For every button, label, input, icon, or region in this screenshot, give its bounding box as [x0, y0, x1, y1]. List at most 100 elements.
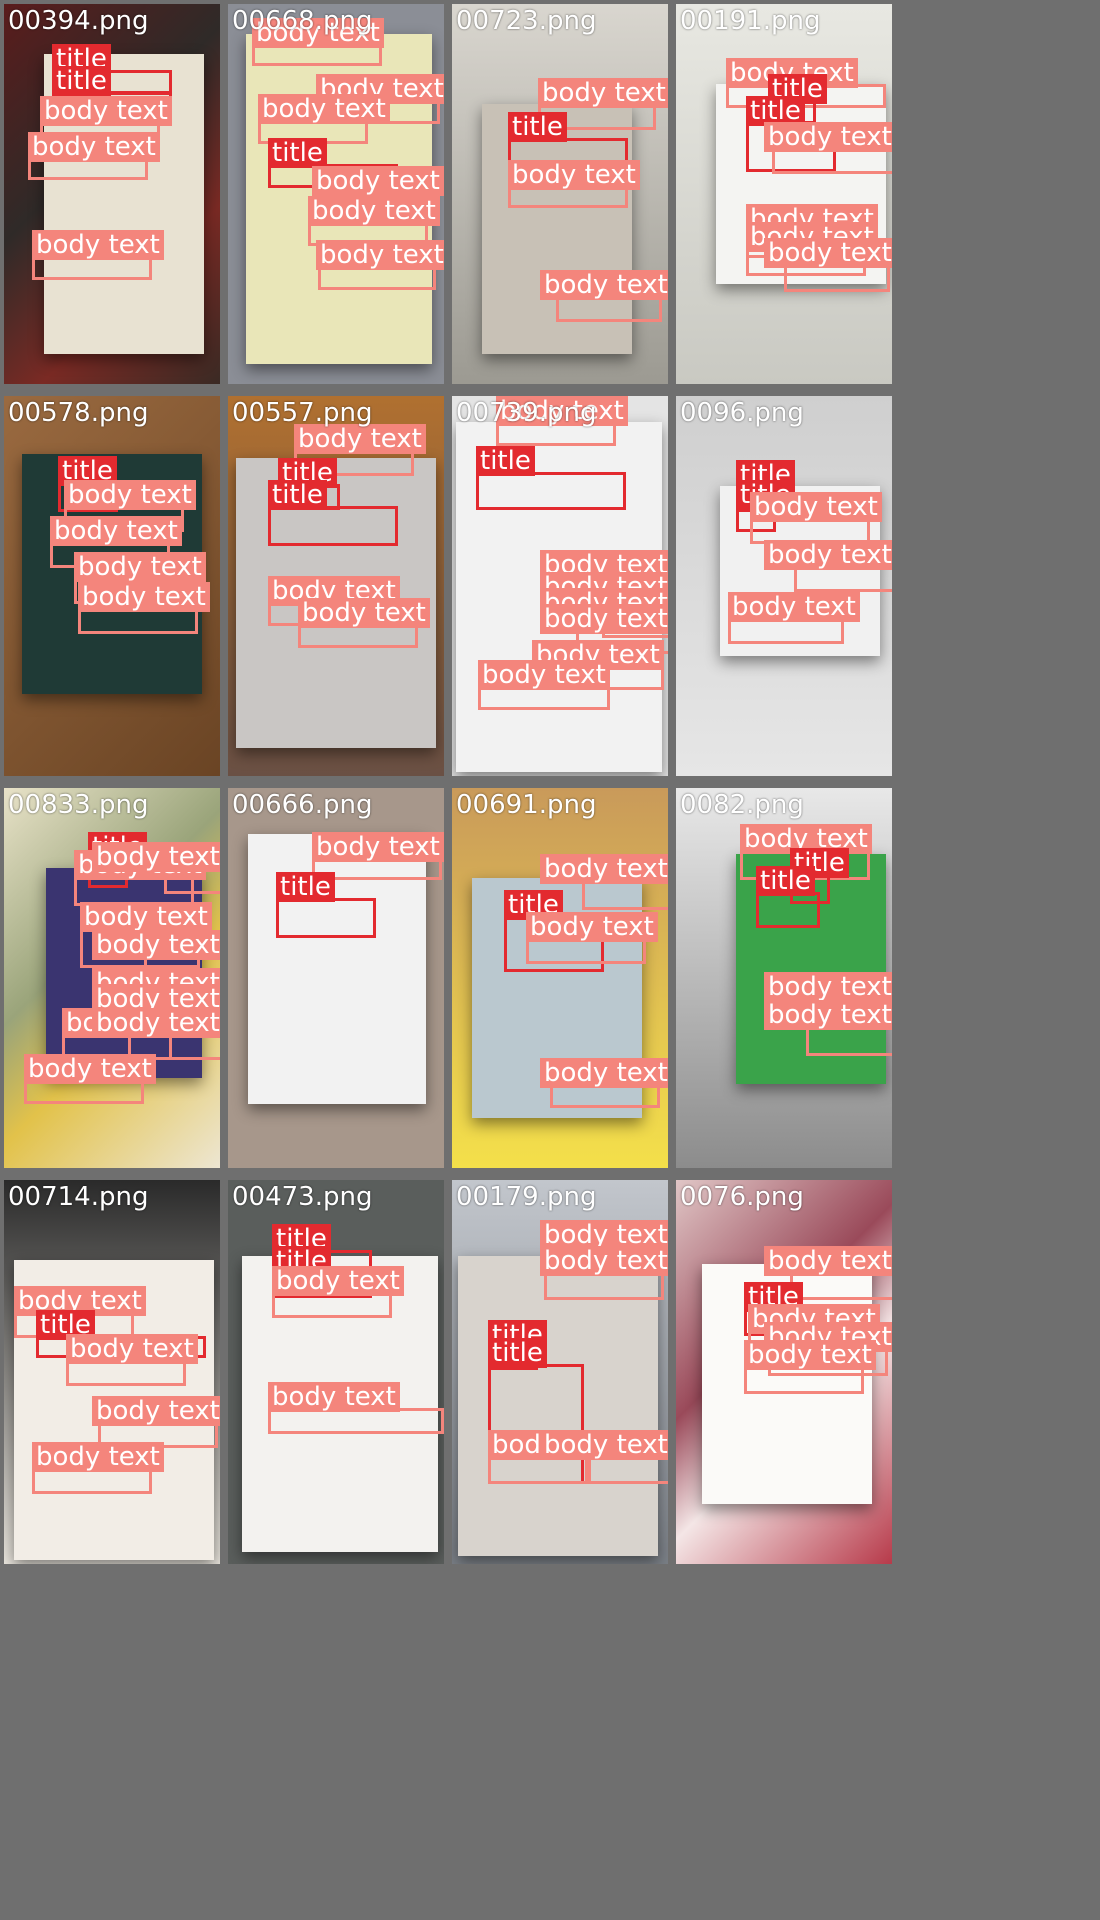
body-text-bbox [744, 1366, 864, 1394]
body-text-label: body text [312, 166, 444, 196]
body-text-label: body text [478, 660, 610, 690]
body-text-label: body text [92, 1396, 220, 1426]
body-text-label: body text [764, 1246, 892, 1276]
body-text-label: body text [252, 18, 384, 48]
body-text-label: body text [540, 1430, 668, 1460]
body-text-label: body text [80, 902, 212, 932]
filename-label: 00394.png [8, 6, 149, 36]
body-text-bbox [488, 1456, 588, 1484]
body-text-label: body text [764, 238, 892, 268]
image-tile[interactable]: 00578.png title body text body text body tex… [4, 396, 220, 776]
body-text-label: body text [298, 598, 430, 628]
title-label: title [746, 96, 805, 126]
filename-label: 00179.png [456, 1182, 597, 1212]
title-label: title [268, 138, 327, 168]
title-label: title [268, 480, 327, 510]
body-text-label: body text [744, 1340, 876, 1370]
image-tile[interactable]: 00557.png body text title title body text bod… [228, 396, 444, 776]
title-bbox [268, 506, 398, 546]
body-text-label: body text [258, 94, 390, 124]
body-text-bbox [784, 264, 890, 292]
title-label: title [508, 112, 567, 142]
body-text-label: body text [508, 160, 640, 190]
filename-label: 00557.png [232, 398, 373, 428]
image-tile[interactable]: 00691.png body text title body text body tex… [452, 788, 668, 1168]
body-text-label: body text [92, 930, 220, 960]
image-tile[interactable]: 00394.png title title body text body text bod… [4, 4, 220, 384]
body-text-label: body text [764, 540, 892, 570]
body-text-label: body text [726, 58, 858, 88]
image-tile[interactable]: 00179.png body text body text title title bod… [452, 1180, 668, 1564]
filename-label: 00833.png [8, 790, 149, 820]
body-text-label: body text [764, 122, 892, 152]
filename-label: 00578.png [8, 398, 149, 428]
title-label: title [476, 446, 535, 476]
body-text-label: body text [540, 604, 668, 634]
filename-label: 0096.png [680, 398, 804, 428]
body-text-bbox [588, 1456, 668, 1484]
body-text-label: body text [32, 1442, 164, 1472]
body-text-label: body text [92, 1008, 220, 1038]
body-text-label: body text [74, 552, 206, 582]
filename-label: 00714.png [8, 1182, 149, 1212]
book-cover [458, 1256, 658, 1556]
title-bbox [756, 892, 820, 928]
filename-label: 00191.png [680, 6, 821, 36]
body-text-label: body text [24, 1054, 156, 1084]
title-label: title [488, 1338, 547, 1368]
body-text-label: body text [540, 854, 668, 884]
body-text-label: body text [308, 196, 440, 226]
image-tile[interactable]: 00739.png body text title body text body tex… [452, 396, 668, 776]
body-text-label: body text [64, 480, 196, 510]
body-text-label: body text [294, 424, 426, 454]
body-text-label: body text [92, 842, 220, 872]
filename-label: 0076.png [680, 1182, 804, 1212]
filename-label: 0082.png [680, 790, 804, 820]
image-tile[interactable]: 00723.png body text title body text body tex… [452, 4, 668, 384]
body-text-label: body text [50, 516, 182, 546]
body-text-label: body text [540, 1246, 668, 1276]
body-text-label: body text [316, 240, 444, 270]
body-text-label: body text [268, 1382, 400, 1412]
image-tile[interactable]: 0076.png body text title body text body text… [676, 1180, 892, 1564]
filename-label: 00723.png [456, 6, 597, 36]
body-text-label: body text [764, 972, 892, 1002]
filename-label: 00473.png [232, 1182, 373, 1212]
body-text-bbox [806, 1026, 892, 1056]
title-label: title [756, 866, 815, 896]
filename-label: 00691.png [456, 790, 597, 820]
body-text-label: body text [750, 492, 882, 522]
body-text-label: body text [272, 1266, 404, 1296]
body-text-label: body text [538, 78, 668, 108]
body-text-label: body text [764, 1000, 892, 1030]
body-text-label: body text [526, 912, 658, 942]
body-text-label: body text [540, 270, 668, 300]
image-tile[interactable]: 00668.png body text body text body text titl… [228, 4, 444, 384]
title-label: title [276, 872, 335, 902]
body-text-bbox [790, 1272, 892, 1300]
filename-label: 00668.png [232, 6, 373, 36]
image-tile[interactable]: 00714.png body text title body text body tex… [4, 1180, 220, 1564]
title-label: title [52, 66, 111, 96]
body-text-label: body text [540, 1058, 668, 1088]
body-text-label: body text [32, 230, 164, 260]
body-text-label: body text [40, 96, 172, 126]
filename-label: 00666.png [232, 790, 373, 820]
body-text-label: body text [28, 132, 160, 162]
title-bbox [276, 898, 376, 938]
body-text-bbox [582, 880, 668, 910]
body-text-label: body text [496, 396, 628, 426]
image-tile[interactable]: 00666.png body text title [228, 788, 444, 1168]
body-text-label: body text [66, 1334, 198, 1364]
image-tile[interactable]: 00473.png title title body text body text [228, 1180, 444, 1564]
body-text-label: body text [312, 832, 444, 862]
body-text-bbox [544, 1272, 664, 1300]
body-text-label: body text [78, 582, 210, 612]
body-text-label: body text [728, 592, 860, 622]
image-tile[interactable]: 0082.png body text title title body text body… [676, 788, 892, 1168]
image-tile[interactable]: 00191.png body text title title body text bod… [676, 4, 892, 384]
body-text-label: body text [540, 1220, 668, 1250]
